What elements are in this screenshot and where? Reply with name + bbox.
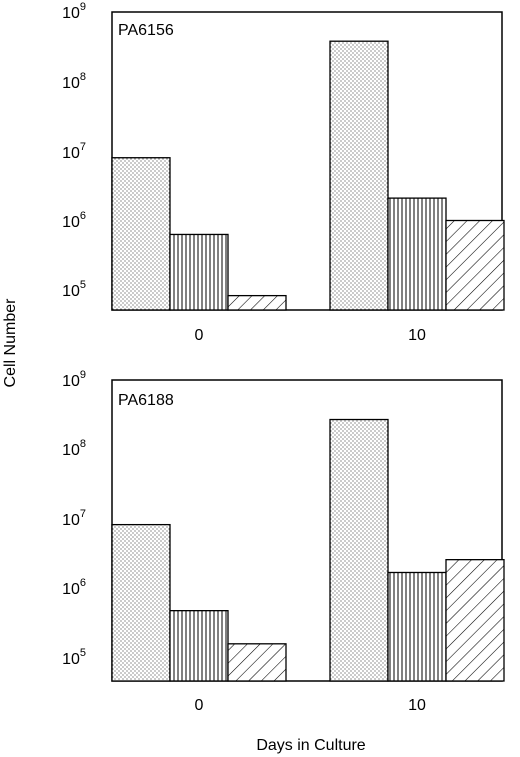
y-tick-label: 106 (62, 577, 86, 598)
y-tick-label: 108 (62, 438, 86, 459)
bar-dots-day-0 (111, 523, 171, 682)
y-tick-label: 107 (62, 508, 86, 529)
panel-label: PA6188 (118, 392, 174, 409)
x-tick-label: 0 (195, 697, 204, 714)
y-axis-label: Cell Number (2, 298, 19, 388)
y-tick-labels: 105 106 107 108 109 (62, 1, 86, 300)
y-tick-labels: 105 106 107 108 109 (62, 369, 86, 668)
panel-label: PA6156 (118, 22, 174, 39)
y-tick-label: 109 (62, 369, 86, 390)
y-tick-label: 108 (62, 71, 86, 92)
x-tick-label: 10 (408, 327, 426, 344)
x-axis-label: Days in Culture (256, 737, 365, 754)
y-tick-label: 109 (62, 1, 86, 22)
bar-group (111, 418, 505, 682)
y-tick-label: 107 (62, 141, 86, 162)
bar-diagonal-lines-day-10 (445, 559, 505, 682)
bar-dots-day-10 (329, 418, 389, 682)
x-tick-labels: 0 10 (195, 327, 426, 344)
bar-diagonal-lines-day-10 (445, 219, 505, 311)
x-tick-label: 10 (408, 697, 426, 714)
bar-dots-day-10 (329, 40, 389, 311)
bar-diagonal-lines-day-0 (227, 643, 287, 682)
bar-vertical-lines-day-10 (387, 571, 447, 682)
bar-vertical-lines-day-0 (169, 610, 229, 682)
bar-vertical-lines-day-0 (169, 233, 229, 311)
bar-diagonal-lines-day-0 (227, 294, 287, 311)
y-tick-label: 105 (62, 279, 86, 300)
panel-bottom: PA6188 105 106 107 108 109 0 10 (62, 369, 505, 714)
panel-top: PA6156 105 106 107 108 109 0 10 (62, 1, 505, 344)
x-tick-labels: 0 10 (195, 697, 426, 714)
y-tick-label: 106 (62, 210, 86, 231)
x-tick-label: 0 (195, 327, 204, 344)
bar-vertical-lines-day-10 (387, 197, 447, 311)
bar-group (111, 40, 505, 311)
bar-dots-day-0 (111, 157, 171, 311)
y-tick-label: 105 (62, 647, 86, 668)
